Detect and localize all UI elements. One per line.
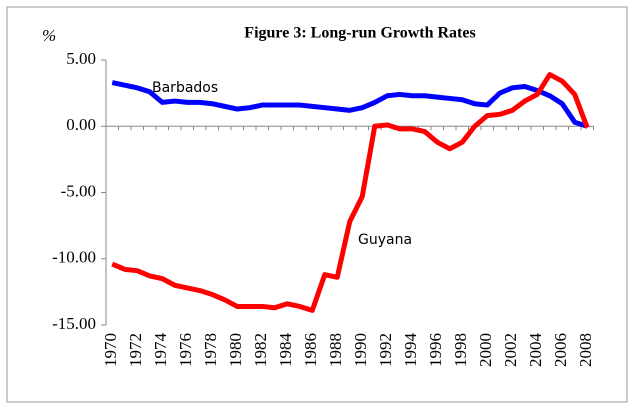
- y-axis-label: %: [42, 26, 56, 45]
- x-tick-label: 2002: [501, 333, 520, 367]
- chart-title: Figure 3: Long-run Growth Rates: [244, 25, 475, 42]
- x-tick-label: 1998: [451, 333, 470, 367]
- x-tick-label: 1982: [251, 333, 270, 367]
- y-tick-label: 5.00: [66, 49, 96, 68]
- series-label: Guyana: [358, 232, 412, 248]
- x-tick-label: 2000: [476, 333, 495, 367]
- x-tick-label: 1986: [301, 333, 320, 367]
- x-tick-label: 1970: [101, 333, 120, 367]
- y-tick-label: 0.00: [66, 115, 96, 134]
- chart-frame: [6, 6, 628, 403]
- x-tick-label: 1992: [376, 333, 395, 367]
- x-tick-label: 1984: [276, 333, 295, 368]
- x-tick-label: 2006: [551, 333, 570, 367]
- x-tick-label: 2004: [526, 333, 545, 368]
- x-tick-label: 1978: [201, 333, 220, 367]
- x-tick-label: 1996: [426, 333, 445, 367]
- x-tick-label: 1980: [226, 333, 245, 367]
- x-tick-label: 2008: [576, 333, 595, 367]
- x-tick-label: 1972: [126, 333, 145, 367]
- x-tick-label: 1990: [351, 333, 370, 367]
- y-tick-label: -5.00: [61, 181, 96, 200]
- series-label: Barbados: [152, 80, 218, 96]
- x-tick-label: 1988: [326, 333, 345, 367]
- x-tick-label: 1994: [401, 333, 420, 368]
- y-tick-label: -10.00: [52, 248, 96, 267]
- series-line: [111, 72, 590, 313]
- x-tick-label: 1976: [176, 333, 195, 367]
- y-tick-label: -15.00: [52, 314, 96, 333]
- x-tick-label: 1974: [151, 333, 170, 368]
- series-line: [111, 80, 589, 129]
